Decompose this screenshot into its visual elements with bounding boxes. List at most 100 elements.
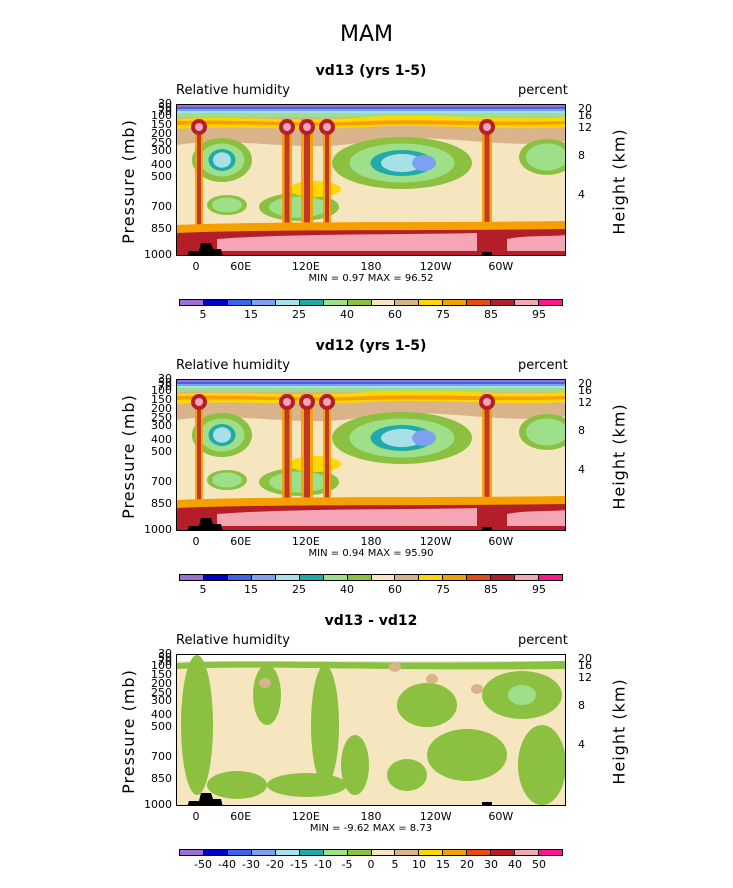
boundary-layer [217,233,477,251]
pressure-tick: 50 [158,100,172,114]
units-label: percent [518,633,568,648]
strat-band [177,384,565,386]
pressure-tick: 30 [158,647,172,660]
height-tick: 4 [578,188,585,202]
pressure-tick: 500 [151,719,172,733]
dry-region [412,155,436,171]
dry-region [412,430,436,446]
moist-max [195,398,203,406]
colorbar-swatch [347,850,372,855]
moist-max [323,123,331,131]
pressure-tick: 250 [151,410,172,424]
colorbar-label: 15 [244,308,258,321]
colorbar-swatch [395,850,420,855]
pressure-tick: 850 [151,221,172,235]
pressure-tick: 200 [151,127,172,141]
colorbar-label: 95 [532,583,546,596]
plot-area [176,104,566,256]
colorbar-label: -10 [314,858,332,871]
moist-column [325,121,329,231]
min-max-stats: MIN = 0.97 MAX = 96.52 [308,273,434,284]
pressure-tick: 200 [151,677,172,691]
topography [187,793,223,805]
colorbar-swatch [299,300,324,305]
pressure-tick: 850 [151,771,172,785]
colorbar-swatch [443,850,468,855]
longitude-tick: 120E [291,260,320,273]
height-tick: 12 [578,396,592,410]
colorbar-label: -5 [341,858,353,871]
longitude-tick: 180 [360,535,382,548]
colorbar-label: -15 [290,858,308,871]
dry-region [212,472,242,488]
dry-region [526,418,565,446]
units-label: percent [518,83,568,98]
topography [482,252,492,255]
pressure-tick: 300 [151,144,172,158]
pressure-tick: 300 [151,694,172,708]
colorbar-label: 95 [532,308,546,321]
colorbar-swatch [299,850,324,855]
colorbar-swatch [419,850,444,855]
colorbar-label: 40 [340,583,354,596]
colorbar-label: 25 [292,583,306,596]
y-axis-label: Pressure (mb) [118,394,138,519]
colorbar-label: 15 [244,583,258,596]
pressure-tick: 30 [158,372,172,385]
colorbar-swatch [251,300,276,305]
pressure-tick: 250 [151,135,172,149]
pressure-tick: 70 [158,104,172,118]
negative-region [207,771,267,799]
colorbar-label: 20 [460,858,474,871]
colorbar-swatch [491,575,516,580]
moist-column [304,121,310,231]
variable-label: Relative humidity [176,633,290,648]
colorbar [179,574,563,581]
colorbar-swatch [227,300,252,305]
pressure-tick: 700 [151,750,172,764]
colorbar-swatch [180,300,204,305]
moist-max [483,398,491,406]
positive-region [471,684,483,694]
topography [482,802,492,805]
pressure-tick: 50 [158,375,172,389]
moist-column [484,121,490,231]
colorbar-label: 5 [391,858,399,871]
pressure-tick: 150 [151,393,172,407]
colorbar-swatch [275,575,300,580]
colorbar-swatch [347,300,372,305]
colorbar-label: 40 [340,308,354,321]
longitude-tick: 60W [488,260,514,273]
moist-max [283,398,291,406]
min-max-stats: MIN = 0.94 MAX = 95.90 [308,548,434,559]
colorbar-label: 15 [436,858,450,871]
strat-band [177,111,565,113]
pressure-tick: 150 [151,668,172,682]
strat-band [177,386,565,388]
colorbar-swatch [443,575,468,580]
contour-field [177,655,565,805]
height-tick: 20 [578,101,592,115]
right-axis-label: Height (km) [609,128,629,235]
negative-region [267,773,347,797]
dry-region [269,196,329,218]
pressure-tick: 30 [158,97,172,110]
upper-moist-band [177,395,565,401]
moist-column [484,396,490,506]
height-tick: 12 [578,671,592,685]
colorbar-label: -50 [194,858,212,871]
season-title: MAM [339,22,393,47]
variable-label: Relative humidity [176,83,290,98]
strat-band [177,109,565,111]
colorbar-label: 60 [388,583,402,596]
panel-title: vd13 - vd12 [324,613,418,629]
colorbar-swatch [443,300,468,305]
pressure-tick: 200 [151,402,172,416]
colorbar-swatch [371,300,396,305]
colorbar-swatch [467,850,492,855]
longitude-tick: 120W [419,535,452,548]
pressure-tick: 1000 [144,248,172,262]
colorbar-swatch [227,575,252,580]
colorbar-swatch [371,850,396,855]
colorbar-label: -20 [266,858,284,871]
